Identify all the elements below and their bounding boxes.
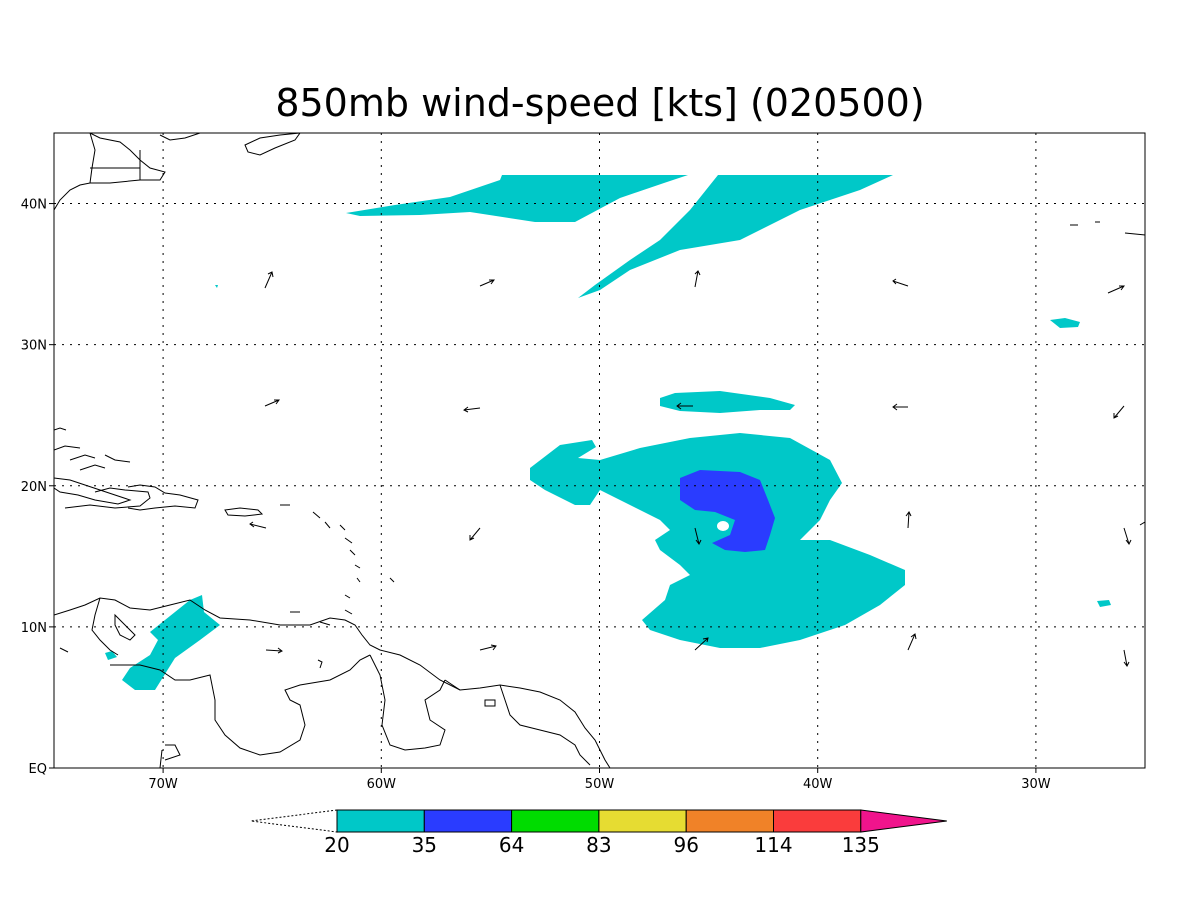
colorbar-label: 114	[754, 833, 792, 857]
lon-tick-label: 40W	[803, 777, 833, 792]
colorbar-label: 135	[842, 833, 880, 857]
colorbar-segment	[685, 809, 775, 833]
latitude-labels: EQ 10N 20N 30N 40N	[21, 198, 54, 777]
lon-tick-label: 70W	[148, 777, 178, 792]
lon-tick-label: 60W	[367, 777, 397, 792]
lat-tick-label: 20N	[21, 480, 47, 495]
colorbar-low-extension	[250, 809, 338, 833]
lat-tick-label: EQ	[29, 762, 47, 777]
colorbar-segment	[336, 809, 425, 833]
coastlines	[54, 133, 1145, 768]
map-frame	[53, 132, 1146, 769]
lon-tick-label: 50W	[585, 777, 615, 792]
colorbar-label: 20	[324, 833, 349, 857]
colorbar-segment	[511, 809, 600, 833]
wind-speed-shading	[105, 175, 1111, 690]
colorbar-label: 83	[586, 833, 611, 857]
lat-tick-label: 30N	[21, 339, 47, 354]
colorbar-label: 96	[673, 833, 698, 857]
wind-vectors	[249, 270, 1132, 667]
lat-tick-label: 40N	[21, 198, 47, 213]
gridlines	[54, 133, 1145, 768]
colorbar-segment	[423, 809, 513, 833]
longitude-labels: 70W 60W 50W 40W 30W	[148, 768, 1051, 792]
map-title: 850mb wind-speed [kts] (020500)	[275, 81, 924, 125]
colorbar-segment	[773, 809, 862, 833]
lon-tick-label: 30W	[1021, 777, 1051, 792]
colorbar: 20 35 64 83 96 114 135	[250, 809, 947, 857]
colorbar-label: 35	[412, 833, 437, 857]
colorbar-segment	[598, 809, 687, 833]
lat-tick-label: 10N	[21, 621, 47, 636]
colorbar-label: 64	[499, 833, 524, 857]
colorbar-high-extension	[860, 809, 947, 833]
